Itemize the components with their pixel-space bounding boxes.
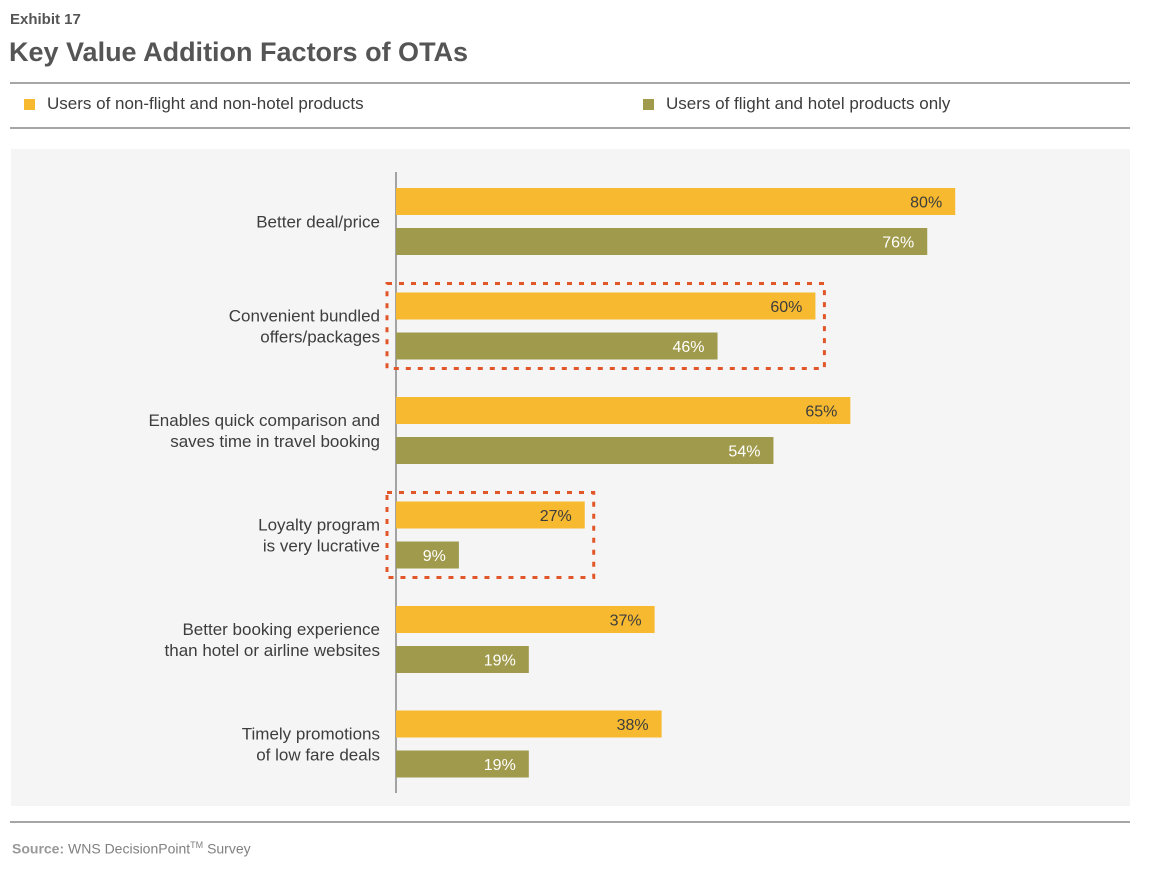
legend-label-series-2: Users of flight and hotel products only — [666, 94, 951, 113]
bar-6-series-2 — [396, 750, 529, 778]
bar-4-series-1 — [396, 501, 585, 529]
legend-swatch-series-1 — [24, 98, 35, 110]
data-label-6-series-1: 38% — [617, 717, 649, 734]
highlight-box-4 — [385, 491, 596, 579]
legend-item-series-1: Users of non-flight and non-hotel produc… — [24, 94, 364, 114]
legend-item-series-2: Users of flight and hotel products only — [643, 94, 950, 114]
data-label-6-series-2: 19% — [484, 757, 516, 774]
category-label-1: Better deal/price — [256, 213, 380, 232]
bar-5-series-2 — [396, 646, 529, 673]
legend-label-series-1: Users of non-flight and non-hotel produc… — [47, 94, 364, 113]
bar-5-series-1 — [396, 606, 655, 633]
category-label-3: Enables quick comparison and saves time i… — [148, 411, 380, 451]
trademark-mark: TM — [190, 840, 204, 850]
category-label-2: Convenient bundled offers/packages — [229, 307, 380, 347]
source-text: WNS DecisionPoint — [68, 840, 191, 857]
legend-swatch-series-2 — [643, 98, 654, 110]
category-label-4: Loyalty program is very lucrative — [258, 516, 380, 556]
bar-2-series-2 — [396, 332, 718, 360]
category-label-5: Better booking experience than hotel or a… — [165, 620, 380, 660]
data-label-1-series-2: 76% — [882, 235, 914, 252]
source-note: Source: WNS DecisionPointTM Survey — [12, 840, 251, 857]
bar-6-series-1 — [396, 710, 662, 738]
chart-title: Key Value Addition Factors of OTAs — [9, 37, 469, 67]
data-label-3-series-1: 65% — [805, 404, 837, 421]
category-label-6: Timely promotions of low fare deals — [242, 725, 380, 765]
legend-divider — [10, 127, 1130, 129]
bar-2-series-1 — [396, 292, 816, 320]
bar-1-series-1 — [396, 188, 956, 215]
data-label-2-series-1: 60% — [770, 299, 802, 316]
bar-1-series-2 — [396, 228, 928, 255]
top-divider — [10, 82, 1130, 84]
data-label-2-series-2: 46% — [673, 339, 705, 356]
source-suffix: Survey — [207, 840, 251, 857]
data-label-4-series-2: 9% — [423, 548, 446, 565]
bar-4-series-2 — [396, 541, 459, 569]
exhibit-number: Exhibit 17 — [10, 11, 81, 28]
data-label-5-series-2: 19% — [484, 653, 516, 670]
bar-3-series-2 — [396, 437, 774, 464]
data-label-1-series-1: 80% — [910, 195, 942, 212]
data-label-3-series-2: 54% — [728, 444, 760, 461]
bar-3-series-1 — [396, 397, 851, 424]
highlight-box-2 — [385, 282, 826, 370]
source-label: Source: — [12, 840, 65, 857]
data-label-4-series-1: 27% — [540, 508, 572, 525]
data-label-5-series-1: 37% — [610, 613, 642, 630]
bottom-divider — [10, 821, 1130, 823]
chart-panel — [11, 149, 1130, 806]
